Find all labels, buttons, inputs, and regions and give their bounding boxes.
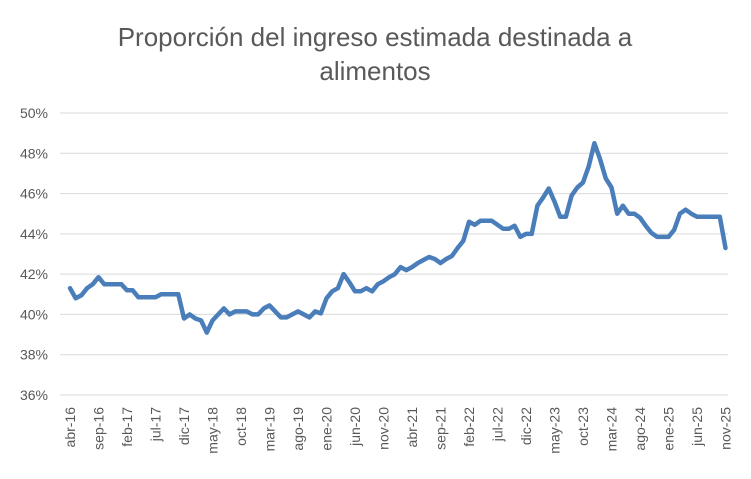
x-tick-label: may-18 [205,407,221,454]
x-tick-label: nov-25 [718,407,734,450]
chart-title-line-1: Proporción del ingreso estimada destinad… [118,22,633,52]
x-axis-ticks: abr-16 sep-16 feb-17 jul-17 dic-17 may-18 oct-… [62,407,734,454]
gridlines [60,112,728,396]
y-tick-label: 44% [20,226,48,242]
x-tick-label: ene-20 [319,407,335,451]
x-tick-label: jul-22 [490,407,506,442]
x-tick-label: abr-21 [404,407,420,448]
x-tick-label: dic-17 [176,407,192,445]
series-line [67,140,728,335]
y-tick-label: 36% [20,387,48,403]
x-tick-label: feb-22 [461,407,477,447]
x-tick-label: ene-25 [661,407,677,451]
y-tick-label: 48% [20,145,48,161]
x-tick-label: jun-20 [347,407,363,447]
x-tick-label: oct-18 [233,407,249,446]
x-tick-label: mar-19 [262,407,278,452]
x-tick-label: feb-17 [119,407,135,447]
x-tick-label: ago-24 [632,407,648,451]
y-tick-label: 38% [20,347,48,363]
chart-title-line-2: alimentos [319,56,430,86]
y-axis-ticks: 36% 38% 40% 42% 44% 46% 48% 50% [20,105,48,403]
y-tick-label: 50% [20,105,48,121]
x-tick-label: nov-20 [376,407,392,450]
x-tick-label: ago-19 [290,407,306,451]
x-tick-label: may-23 [547,407,563,454]
x-tick-label: jun-25 [689,407,705,447]
x-tick-label: mar-24 [604,407,620,452]
x-tick-label: oct-23 [575,407,591,446]
y-tick-label: 40% [20,306,48,322]
series-group [67,140,728,335]
x-tick-label: dic-22 [518,407,534,445]
x-tick-label: abr-16 [62,407,78,448]
x-tick-label: jul-17 [148,407,164,442]
x-tick-label: sep-21 [433,407,449,450]
y-tick-label: 46% [20,186,48,202]
x-tick-label: sep-16 [91,407,107,450]
y-tick-label: 42% [20,266,48,282]
